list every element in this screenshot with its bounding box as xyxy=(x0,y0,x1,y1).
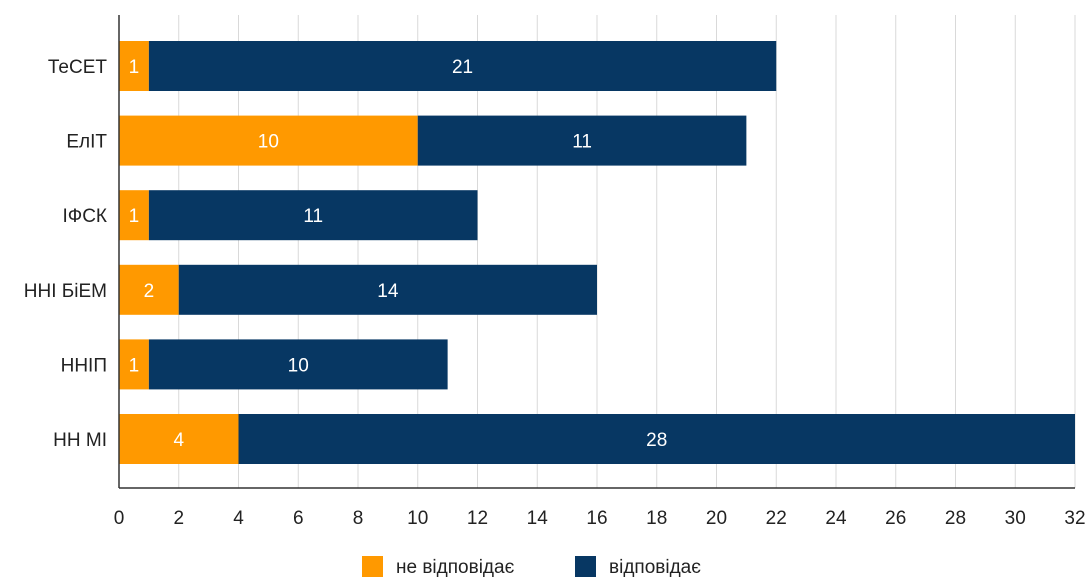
bar-segment xyxy=(417,115,747,166)
data-label: 2 xyxy=(144,281,155,302)
data-label: 10 xyxy=(258,132,279,153)
x-tick-label: 16 xyxy=(586,508,607,529)
data-label: 10 xyxy=(288,355,309,376)
bar-segment xyxy=(119,115,418,166)
x-tick-label: 24 xyxy=(825,508,847,529)
data-label: 1 xyxy=(129,355,140,376)
category-label: ТеСЕТ xyxy=(48,57,108,78)
x-tick-label: 0 xyxy=(114,508,125,529)
data-label: 11 xyxy=(572,132,592,153)
x-tick-label: 14 xyxy=(527,508,549,529)
x-axis-ticks: 0 2 4 6 8 10 12 14 16 18 20 22 24 26 28 30 32 xyxy=(114,508,1086,529)
category-label: ІФСК xyxy=(62,206,107,227)
data-label: 28 xyxy=(646,430,667,451)
legend-swatch xyxy=(362,556,383,577)
data-label: 21 xyxy=(452,57,473,78)
x-tick-label: 10 xyxy=(407,508,428,529)
x-tick-label: 6 xyxy=(293,508,304,529)
x-tick-label: 26 xyxy=(885,508,906,529)
category-label: ЕлІТ xyxy=(66,132,107,153)
x-tick-label: 28 xyxy=(945,508,966,529)
x-tick-label: 2 xyxy=(173,508,184,529)
bar-segment xyxy=(148,339,448,390)
data-label: 1 xyxy=(129,206,140,227)
bar-segment xyxy=(148,41,777,91)
x-tick-label: 4 xyxy=(233,508,244,529)
category-labels: ТеСЕТ ЕлІТ ІФСК ННІ БіЕМ ННІП НН МІ xyxy=(24,57,108,451)
category-label: ННІП xyxy=(61,355,107,376)
legend-label: відповідає xyxy=(609,557,701,578)
bar-segment xyxy=(119,190,149,241)
data-label: 4 xyxy=(173,430,184,451)
x-tick-label: 8 xyxy=(353,508,364,529)
legend-label: не відповідає xyxy=(396,557,515,578)
gridlines xyxy=(178,15,1076,488)
x-tick-label: 12 xyxy=(467,508,488,529)
bar-segment xyxy=(119,339,149,390)
data-label: 1 xyxy=(129,57,140,78)
x-tick-label: 32 xyxy=(1064,508,1085,529)
x-tick-label: 20 xyxy=(706,508,727,529)
legend: не відповідає відповідає xyxy=(362,556,701,578)
bar-segment xyxy=(119,264,179,315)
data-label: 11 xyxy=(303,206,323,227)
bar-segment xyxy=(148,190,478,241)
bar-segment xyxy=(119,414,239,464)
x-tick-label: 22 xyxy=(766,508,787,529)
category-label: ННІ БіЕМ xyxy=(24,281,107,302)
legend-swatch xyxy=(575,556,596,577)
x-tick-label: 30 xyxy=(1005,508,1026,529)
bar-segment xyxy=(238,414,1075,464)
data-label: 14 xyxy=(377,281,399,302)
x-tick-label: 18 xyxy=(646,508,667,529)
bar-segment xyxy=(119,41,149,91)
bar-segment xyxy=(178,264,597,315)
category-label: НН МІ xyxy=(53,430,107,451)
